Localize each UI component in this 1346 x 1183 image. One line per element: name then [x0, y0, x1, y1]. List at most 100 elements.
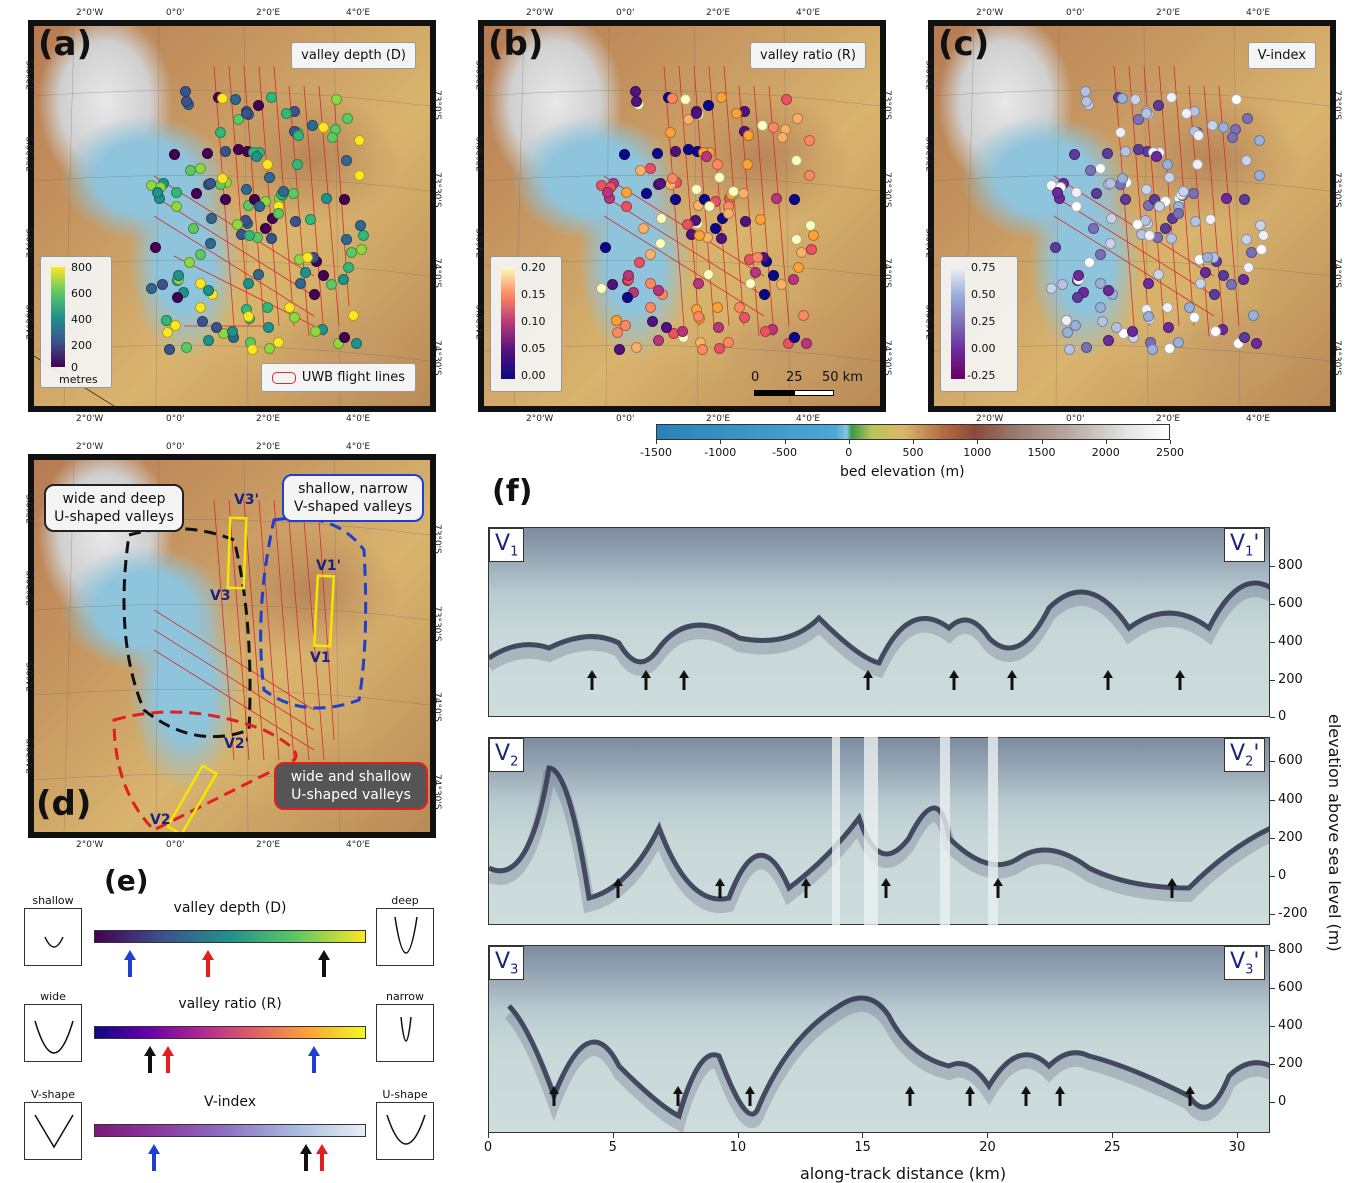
map-a-data-point [191, 188, 203, 200]
up-arrow-icon [162, 1046, 174, 1073]
radargram-end-sub: 1 [1245, 544, 1254, 560]
map-b-data-point [733, 301, 745, 313]
map-lat-left-tick: 73°0'S [26, 494, 36, 524]
map-b-data-point [644, 249, 656, 261]
map-lat-right-tick: 74°30'S [882, 340, 892, 376]
map-lon-bottom-tick: 2°0'W [76, 840, 104, 850]
bed-colorbar-tick-label: 2000 [1091, 446, 1120, 459]
map-a-data-point [262, 321, 274, 333]
radargram-ytick-mark [1270, 761, 1275, 762]
radargram-valley-arrow [640, 669, 652, 691]
map-c-data-point [1254, 170, 1266, 182]
map-a-data-point [170, 201, 182, 213]
map-a-data-point [194, 301, 206, 313]
map-a-data-point [219, 146, 231, 158]
radargram-end-letter: V [1230, 741, 1246, 766]
up-arrow-icon [144, 1046, 156, 1073]
map-a-data-point [169, 149, 181, 161]
colorbar-a-tick: 600 [71, 287, 92, 300]
map-c-data-point [1162, 158, 1174, 170]
map-a-data-point [355, 219, 367, 231]
map-c-data-point [1217, 270, 1229, 282]
radargram-ytick-mark [1270, 876, 1275, 877]
map-c-data-point [1165, 92, 1177, 104]
map-lat-left-tick: 74°30'S [26, 738, 36, 774]
radargram-ytick-label: 800 [1278, 558, 1303, 573]
map-c-data-point [1117, 173, 1129, 185]
radargram-ytick-mark [1270, 988, 1275, 989]
map-c-data-point [1247, 309, 1259, 321]
radargram-xtick-mark [488, 1133, 489, 1138]
map-a-data-point [202, 334, 214, 346]
radargram-ytick-label: 0 [1278, 868, 1287, 883]
panel-a-letter: (a) [38, 24, 93, 64]
map-b-data-point [797, 309, 809, 321]
map-c-data-point [1152, 99, 1164, 111]
radargram-ytick-mark [1270, 1064, 1275, 1065]
radargram-ytick-mark [1270, 717, 1275, 718]
map-a-data-point [219, 194, 231, 206]
up-arrow-icon [715, 878, 725, 898]
map-b-data-point [619, 149, 631, 161]
map-lat-left-tick: 73°0'S [476, 60, 486, 90]
map-lon-bottom-tick: 2°0'E [706, 414, 731, 424]
map-b-data-point [790, 233, 802, 245]
map-lat-right-tick: 74°0'S [882, 258, 892, 288]
radargram-ytick-mark [1270, 680, 1275, 681]
radargram-valley-arrow [904, 1085, 916, 1107]
map-a-data-point [341, 154, 353, 166]
map-c-data-point [1103, 285, 1115, 297]
map-c-data-point [1181, 108, 1193, 120]
map-b-data-point [644, 301, 656, 313]
region-red-text: wide and shallow U-shaped valleys [290, 769, 412, 803]
map-c-data-point [1173, 336, 1185, 348]
map-b-data-point [788, 194, 800, 206]
colorbar-c-tick: 0.50 [971, 288, 996, 301]
map-b-data-point [634, 256, 646, 268]
map-b-data-point [620, 201, 632, 213]
map-c-data-point [1160, 195, 1172, 207]
map-c-data-point [1162, 301, 1174, 313]
bed-colorbar-tick-label: 2500 [1156, 446, 1184, 459]
map-panel-a: valley depth (D) 800 600 400 200 0 metre… [28, 20, 436, 412]
map-c-data-point [1045, 282, 1057, 294]
map-b-data-point [661, 321, 673, 333]
map-a-data-point [240, 184, 252, 196]
bed-colorbar-tick-label: 1000 [963, 446, 992, 459]
map-a-data-point [184, 256, 196, 268]
panel-e-left-title: V-shape [30, 1088, 76, 1101]
map-c-data-point [1088, 223, 1100, 235]
map-a-data-point [246, 343, 258, 355]
radargram-valley-arrow [672, 1085, 684, 1107]
bed-colorbar-label: bed elevation (m) [840, 464, 965, 480]
panel-e-arrow [307, 1044, 321, 1074]
radargram-start-letter: V [495, 741, 511, 766]
map-a-data-point [262, 158, 274, 170]
map-a-data-point [203, 285, 215, 297]
map-b-data-point [682, 218, 694, 230]
up-arrow-icon [1167, 878, 1177, 898]
map-c-data-point [1254, 135, 1266, 147]
map-lon-top-tick: 2°0'E [256, 442, 281, 452]
map-b-data-point [788, 273, 800, 285]
track-label-v1: V1 [310, 650, 331, 666]
colorbar-c-tick: 0.25 [971, 315, 996, 328]
bed-colorbar-tick-mark [1041, 440, 1043, 444]
radargram-ytick-label: 0 [1278, 1094, 1287, 1109]
map-b-data-point [621, 187, 633, 199]
map-lon-top-tick: 0°0' [166, 442, 185, 452]
panel-e-bar-title: valley ratio (R) [178, 996, 282, 1012]
map-lon-bottom-tick: 0°0' [1066, 414, 1085, 424]
map-c-data-point [1144, 229, 1156, 241]
map-b-data-point [767, 270, 779, 282]
map-lat-left-tick: 73°0'S [26, 60, 36, 90]
map-lon-top-tick: 2°0'E [706, 8, 731, 18]
radargram-xtick-mark [1236, 1133, 1238, 1138]
map-a-data-point [354, 135, 366, 147]
map-c-data-point [1102, 334, 1114, 346]
map-c-data-point [1243, 262, 1255, 274]
map-panel-d: wide and deep U-shaped valleys shallow, … [28, 454, 436, 838]
radargram-end-prime: ' [1253, 741, 1260, 766]
map-a-data-point [173, 270, 184, 282]
map-a-data-point [216, 93, 228, 105]
